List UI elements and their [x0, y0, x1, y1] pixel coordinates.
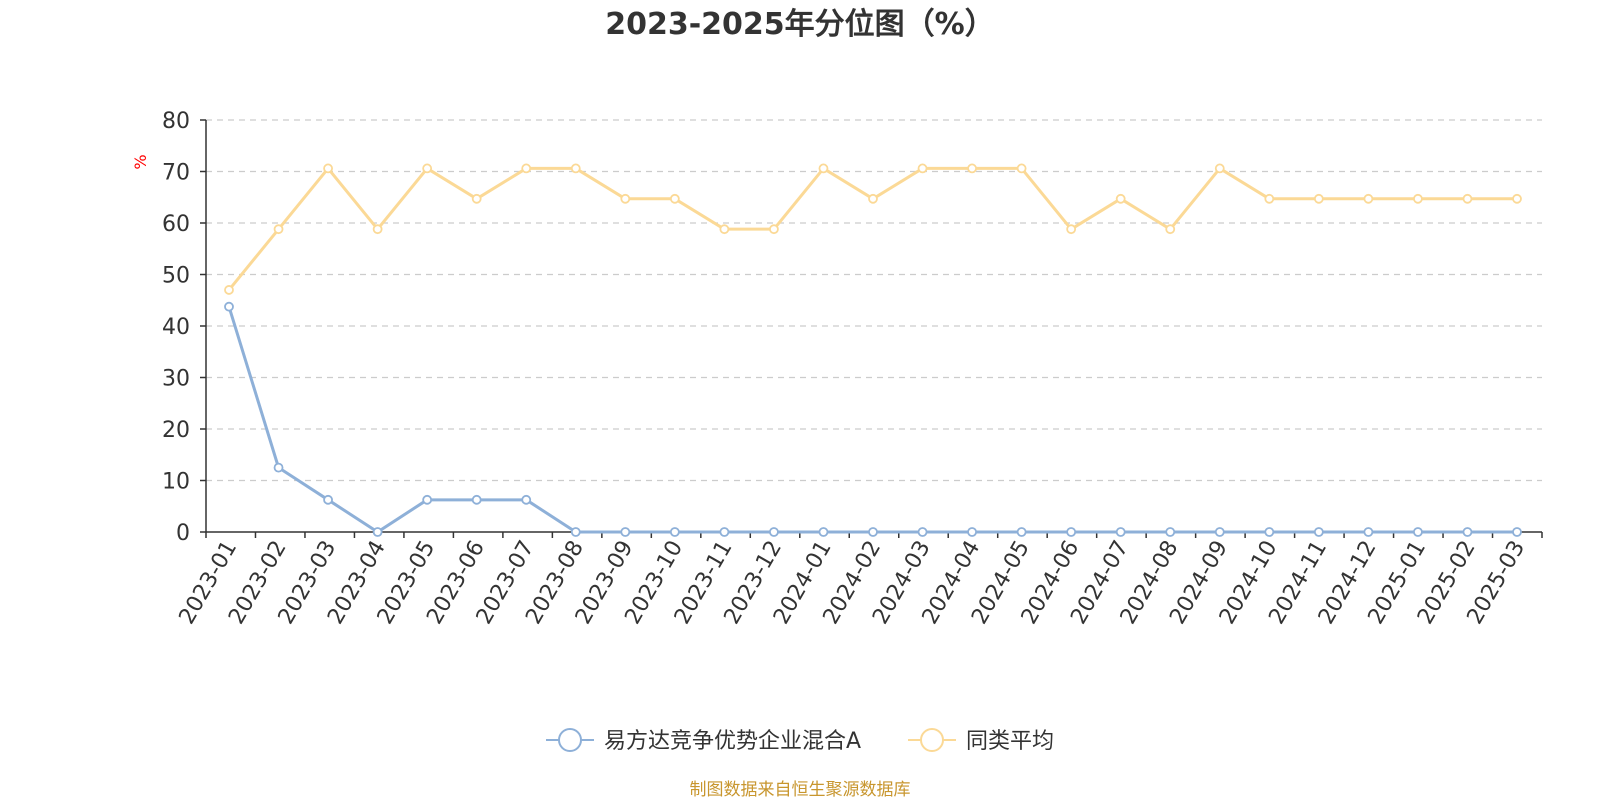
series-1-point [620, 193, 631, 204]
series-0-point [372, 527, 383, 537]
y-tick-label: 60 [162, 212, 190, 237]
y-tick-label: 50 [162, 264, 190, 289]
series-0-point [471, 494, 482, 505]
series-0-point [422, 494, 433, 505]
series-1-point [471, 193, 482, 204]
series-1-point [1413, 193, 1423, 204]
series-0-point [669, 527, 680, 537]
series-1-point [1214, 163, 1225, 174]
series-1-point [521, 163, 532, 174]
series-1-point [818, 163, 829, 174]
series-0-point [570, 527, 581, 537]
series-1-point [868, 193, 878, 204]
y-tick-label: 10 [162, 470, 190, 495]
series-0-point [620, 527, 631, 537]
series-0-point [1462, 527, 1473, 537]
series-0-point [1413, 527, 1423, 537]
series-1-point [1016, 163, 1027, 174]
series-0-point [1363, 527, 1374, 537]
series-1-point [1165, 224, 1176, 235]
series-1-point [1512, 193, 1522, 204]
y-axis-unit: % [131, 154, 150, 169]
y-tick-label: 30 [162, 367, 190, 392]
series-0-point [1115, 527, 1126, 537]
y-tick-label: 70 [162, 161, 190, 186]
series-layer [224, 163, 1522, 537]
series-1-point [917, 163, 928, 174]
grid-layer [206, 119, 1542, 482]
series-0-point [769, 527, 779, 537]
legend-label: 易方达竞争优势企业混合A [604, 729, 861, 754]
series-0-point [1066, 527, 1077, 537]
series-1-point [769, 224, 779, 235]
series-1-point [422, 163, 433, 174]
series-0-point [868, 527, 878, 537]
series-1-point [967, 163, 977, 174]
chart-title: 2023-2025年分位图（%） [605, 7, 995, 42]
series-0-point [323, 494, 333, 505]
series-1-point [1363, 193, 1374, 204]
series-0-point [1016, 527, 1027, 537]
source-note: 制图数据来自恒生聚源数据库 [690, 780, 911, 800]
series-1-point [1115, 193, 1126, 204]
legend-marker-icon [920, 728, 944, 752]
series-0-point [1512, 527, 1522, 537]
series-0-point [224, 301, 234, 312]
series-1-point [273, 224, 284, 235]
series-0-point [1313, 527, 1324, 537]
series-line-1 [227, 166, 1517, 291]
series-1-point [1066, 224, 1077, 235]
series-1-point [719, 224, 730, 235]
series-0-point [917, 527, 928, 537]
series-line-0 [227, 306, 1517, 534]
series-1-point [372, 224, 383, 235]
y-tick-label: 0 [176, 521, 190, 546]
series-0-point [521, 494, 532, 505]
legend-item-1[interactable]: 同类平均 [908, 728, 1054, 754]
legend-label: 同类平均 [966, 729, 1054, 754]
series-1-point [323, 163, 333, 174]
series-1-point [1462, 193, 1473, 204]
series-0-point [1214, 527, 1225, 537]
legend-marker-icon [558, 728, 582, 752]
legend-item-0[interactable]: 易方达竞争优势企业混合A [546, 728, 861, 754]
series-0-point [967, 527, 977, 537]
legend[interactable]: 易方达竞争优势企业混合A 同类平均 [546, 728, 1054, 754]
series-1-point [224, 285, 234, 295]
series-0-point [1165, 527, 1176, 537]
series-0-point [273, 462, 284, 473]
y-tick-label: 40 [162, 315, 190, 340]
series-0-point [1264, 527, 1275, 537]
series-1-point [669, 193, 680, 204]
series-0-point [719, 527, 730, 537]
series-1-point [570, 163, 581, 174]
y-tick-label: 80 [162, 109, 190, 134]
series-0-point [818, 527, 829, 537]
series-1-point [1264, 193, 1275, 204]
series-1-point [1313, 193, 1324, 204]
y-tick-label: 20 [162, 418, 190, 443]
